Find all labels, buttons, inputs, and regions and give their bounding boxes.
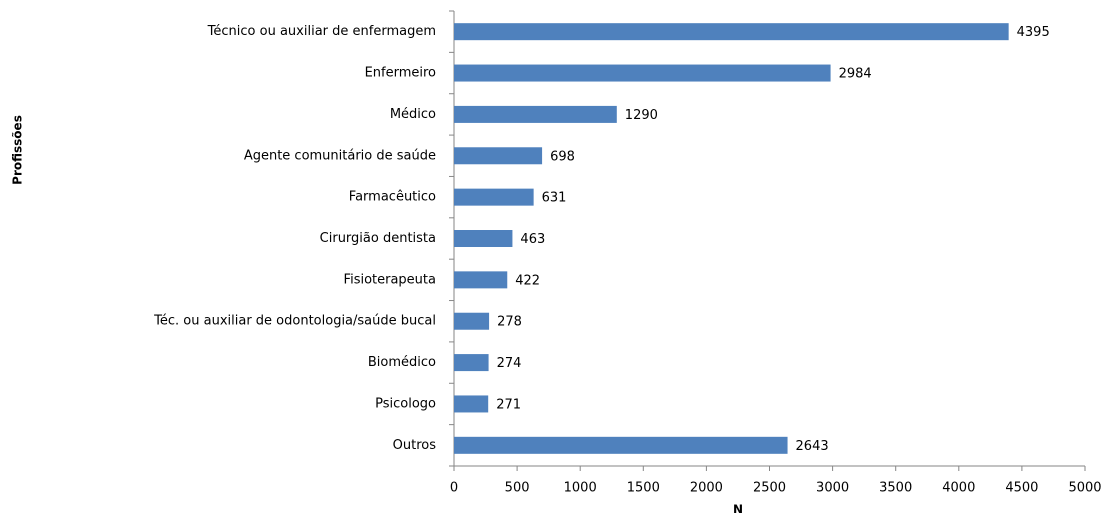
x-tick-label: 1500 xyxy=(627,481,660,496)
bar xyxy=(454,436,788,454)
value-label: 698 xyxy=(550,149,575,164)
bar xyxy=(454,23,1009,41)
bar xyxy=(454,105,617,123)
x-axis-title: N xyxy=(733,503,743,513)
value-label: 2643 xyxy=(796,439,829,454)
bar xyxy=(454,188,534,206)
bar xyxy=(454,395,489,413)
y-tick-label: Biomédico xyxy=(368,355,436,370)
y-tick-label: Cirurgião dentista xyxy=(320,231,436,246)
y-tick-label: Médico xyxy=(390,107,436,122)
value-label: 2984 xyxy=(839,67,872,82)
x-tick-label: 0 xyxy=(450,481,458,496)
x-tick-label: 1000 xyxy=(564,481,597,496)
x-tick-label: 4000 xyxy=(942,481,975,496)
bar xyxy=(454,64,831,82)
x-tick-label: 2500 xyxy=(753,481,786,496)
x-tick-label: 2000 xyxy=(690,481,723,496)
x-tick-label: 5000 xyxy=(1068,481,1101,496)
bar xyxy=(454,271,508,289)
bar xyxy=(454,230,513,247)
x-tick-label: 3000 xyxy=(816,481,849,496)
value-label: 422 xyxy=(515,273,540,288)
value-label: 631 xyxy=(542,191,567,206)
y-tick-label: Psicologo xyxy=(375,396,436,411)
value-label: 1290 xyxy=(625,108,658,123)
value-label: 278 xyxy=(497,315,522,330)
y-tick-label: Técnico ou auxiliar de enfermagem xyxy=(207,24,436,39)
x-tick-label: 500 xyxy=(505,481,530,496)
x-tick-label: 3500 xyxy=(879,481,912,496)
value-label: 271 xyxy=(496,397,521,412)
value-label: 463 xyxy=(520,232,545,247)
value-label: 274 xyxy=(497,356,522,371)
y-tick-label: Enfermeiro xyxy=(365,66,436,81)
y-tick-label: Agente comunitário de saúde xyxy=(244,148,436,163)
bar xyxy=(454,312,490,330)
x-tick-label: 4500 xyxy=(1005,481,1038,496)
y-tick-label: Farmacêutico xyxy=(349,190,436,205)
bar xyxy=(454,147,543,165)
y-tick-label: Outros xyxy=(393,438,437,453)
y-tick-label: Téc. ou auxiliar de odontologia/saúde bu… xyxy=(153,314,436,329)
value-label: 4395 xyxy=(1017,25,1050,40)
y-axis-title: Profissões xyxy=(11,115,25,185)
bar xyxy=(454,354,489,372)
y-tick-label: Fisioterapeuta xyxy=(344,272,436,287)
